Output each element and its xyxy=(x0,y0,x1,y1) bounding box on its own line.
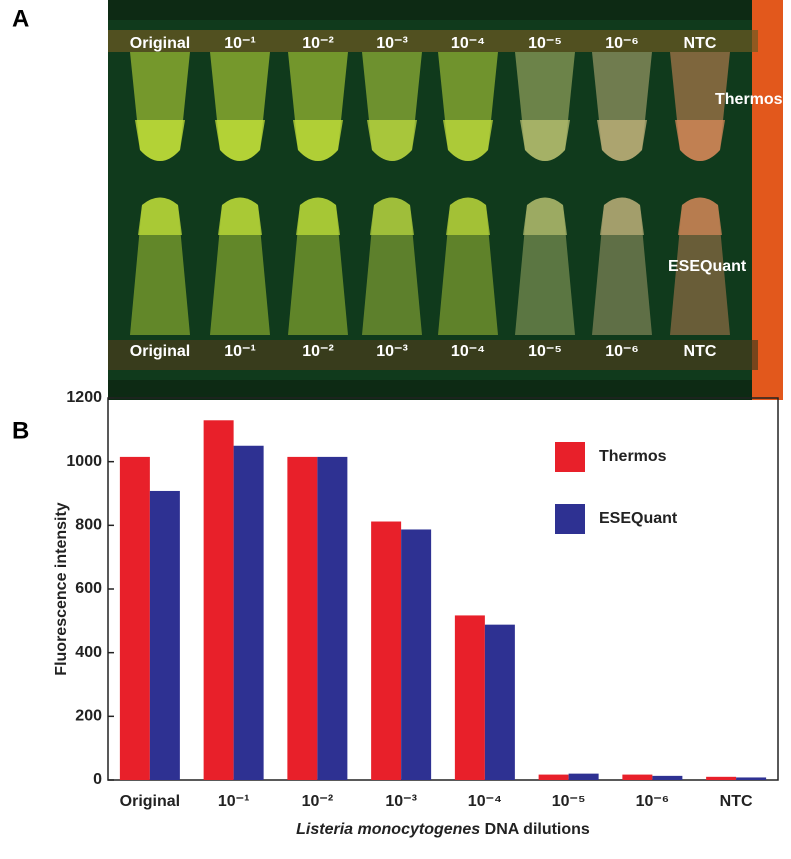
tube-label: NTC xyxy=(684,35,717,52)
bar xyxy=(652,775,683,780)
tube-liquid-inverted xyxy=(296,197,340,235)
bar xyxy=(287,456,318,780)
tube-label: 10⁻⁶ xyxy=(605,35,639,52)
tube-liquid-inverted xyxy=(370,197,414,235)
tube-liquid xyxy=(597,120,647,161)
tube-label: 10⁻⁵ xyxy=(528,343,562,360)
x-axis-label-part: Listeria monocytogenes xyxy=(296,821,480,838)
bar xyxy=(538,774,569,780)
x-axis-label-part: DNA dilutions xyxy=(480,821,590,838)
tube-label: 10⁻⁵ xyxy=(528,35,562,52)
bar xyxy=(568,773,599,780)
bar xyxy=(371,521,402,780)
bar xyxy=(119,456,150,780)
tube-liquid xyxy=(443,120,493,161)
x-tick-label: 10⁻² xyxy=(302,793,334,810)
tube-liquid-inverted xyxy=(138,197,182,235)
x-tick-label: NTC xyxy=(720,793,753,810)
x-tick-label: 10⁻³ xyxy=(385,793,417,810)
tube-liquid xyxy=(367,120,417,161)
y-tick-label: 1200 xyxy=(66,389,102,406)
tube-liquid xyxy=(135,120,185,161)
tube-label: 10⁻⁶ xyxy=(605,343,639,360)
y-tick-label: 0 xyxy=(93,771,102,788)
legend-swatch xyxy=(555,442,585,472)
tube-liquid xyxy=(215,120,265,161)
tube-label: 10⁻² xyxy=(302,35,334,52)
x-tick-label: 10⁻⁴ xyxy=(468,793,502,810)
tube-liquid-inverted xyxy=(600,197,644,235)
bar xyxy=(622,774,653,780)
tube-label: 10⁻² xyxy=(302,343,334,360)
bar xyxy=(317,456,348,780)
x-axis-label: Listeria monocytogenes DNA dilutions xyxy=(296,821,590,838)
tube-label: Original xyxy=(130,35,190,52)
photo-backlight xyxy=(108,20,758,380)
tube-liquid-inverted xyxy=(523,197,567,235)
tube-label: NTC xyxy=(684,343,717,360)
photo: Original Original 10⁻¹ 10⁻¹ 10⁻² 10⁻² 10⁻³ 10⁻³… xyxy=(108,0,783,400)
tube-label: 10⁻⁴ xyxy=(451,35,485,52)
panel-label: B xyxy=(12,417,29,444)
bar xyxy=(233,445,264,780)
panel-label: A xyxy=(12,5,29,32)
tube-rack-top xyxy=(108,30,758,52)
legend-label: ESEQuant xyxy=(599,510,678,527)
tube-liquid-inverted xyxy=(218,197,262,235)
tube-rack-bottom xyxy=(108,340,758,370)
y-axis-label: Fluorescence intensity xyxy=(53,502,70,675)
bar xyxy=(736,777,767,780)
tube-label: 10⁻³ xyxy=(376,343,408,360)
bar xyxy=(484,624,515,780)
photo-orange-edge xyxy=(752,0,783,400)
x-tick-label: 10⁻⁵ xyxy=(552,793,586,810)
tube-liquid xyxy=(675,120,725,161)
bar xyxy=(706,776,737,780)
tube-label: Original xyxy=(130,343,190,360)
x-tick-label: 10⁻¹ xyxy=(218,793,250,810)
tube-liquid-inverted xyxy=(678,197,722,235)
y-tick-label: 1000 xyxy=(66,453,102,470)
bar xyxy=(203,420,234,780)
y-tick-label: 600 xyxy=(75,580,102,597)
y-tick-label: 800 xyxy=(75,517,102,534)
tube-label: 10⁻³ xyxy=(376,35,408,52)
bar xyxy=(149,490,180,780)
legend-label: Thermos xyxy=(599,448,667,465)
tube-label: 10⁻⁴ xyxy=(451,343,485,360)
x-tick-label: Original xyxy=(120,793,180,810)
bar xyxy=(454,615,485,780)
bar xyxy=(401,529,432,780)
tube-label: 10⁻¹ xyxy=(224,35,256,52)
row-label: ESEQuant xyxy=(668,258,747,275)
y-tick-label: 400 xyxy=(75,644,102,661)
row-label: Thermos xyxy=(715,91,783,108)
tube-liquid xyxy=(293,120,343,161)
y-tick-label: 200 xyxy=(75,708,102,725)
tube-label: 10⁻¹ xyxy=(224,343,256,360)
tube-liquid-inverted xyxy=(446,197,490,235)
legend-swatch xyxy=(555,504,585,534)
tube-liquid xyxy=(520,120,570,161)
x-tick-label: 10⁻⁶ xyxy=(636,793,670,810)
